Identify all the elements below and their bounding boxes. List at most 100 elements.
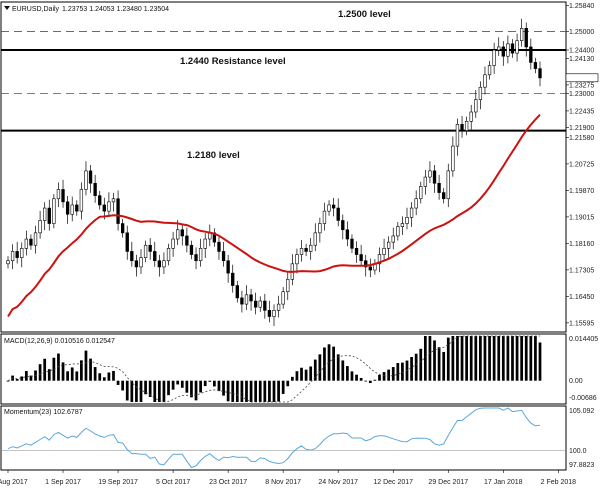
candle-body xyxy=(510,43,515,54)
macd-bar xyxy=(290,376,294,381)
candle-body xyxy=(529,46,533,63)
candle-body xyxy=(487,65,492,76)
candle-body xyxy=(148,244,152,252)
candle-body xyxy=(345,229,350,240)
candle-body xyxy=(244,294,249,305)
x-tick-label: 17 Jan 2018 xyxy=(484,479,523,486)
macd-y-tick: 0.00 xyxy=(569,378,583,385)
candle-body xyxy=(437,182,441,193)
macd-bar xyxy=(180,380,184,388)
candle-body xyxy=(38,220,42,234)
macd-bar xyxy=(511,336,514,381)
x-tick-label: 23 Oct 2017 xyxy=(209,479,247,486)
candle-body xyxy=(322,210,327,224)
macd-bar xyxy=(199,380,202,393)
dropdown-icon[interactable] xyxy=(4,6,10,10)
candle-body xyxy=(336,207,340,221)
candle-body xyxy=(111,198,116,203)
levels xyxy=(1,31,566,132)
momentum-title: Momentum(23) 102.6787 xyxy=(4,409,83,416)
candle-body xyxy=(15,251,19,258)
macd-bar xyxy=(497,336,501,381)
y-tick-label: 1.19015 xyxy=(569,214,594,221)
x-tick-label: 24 Nov 2017 xyxy=(318,479,358,486)
macd-bar xyxy=(194,380,198,401)
macd-bar xyxy=(373,379,377,381)
macd-bar xyxy=(213,380,216,387)
macd-bar xyxy=(336,354,340,381)
macd-bar xyxy=(382,372,386,381)
macd-bar xyxy=(157,380,161,402)
candle-body xyxy=(341,220,345,231)
y-tick-label: 1.19870 xyxy=(569,188,594,195)
candle-body xyxy=(153,251,157,262)
macd-bar xyxy=(483,336,487,381)
macd-bar xyxy=(222,380,225,396)
candle-body xyxy=(176,229,180,240)
macd-bar xyxy=(364,380,368,382)
main-panel-frame xyxy=(0,1,567,333)
candle-body xyxy=(318,223,322,234)
macd-bar xyxy=(61,362,65,381)
candle-body xyxy=(102,204,106,212)
macd-bar xyxy=(520,336,524,381)
candle-body xyxy=(116,198,120,224)
candle-body xyxy=(276,303,281,311)
macd-bar xyxy=(84,350,88,381)
macd-bar xyxy=(24,371,28,381)
axes: 1.258401.250001.244001.241301.235041.232… xyxy=(0,3,598,486)
frames xyxy=(0,1,567,471)
candle-body xyxy=(198,248,203,262)
macd-bar xyxy=(263,380,267,402)
candle-body xyxy=(519,28,524,42)
candle-body xyxy=(286,279,290,293)
candle-body xyxy=(24,238,29,249)
macd-bar xyxy=(387,369,391,381)
candle-body xyxy=(295,254,299,265)
y-tick-label: 1.25000 xyxy=(569,29,594,36)
candle-body xyxy=(368,266,372,271)
candle-body xyxy=(354,248,359,255)
candle-body xyxy=(483,74,487,88)
x-tick-label: 1 Sep 2017 xyxy=(45,479,81,486)
macd-bar xyxy=(29,375,33,381)
macd-bar xyxy=(506,336,510,381)
macd-bar xyxy=(235,380,239,402)
macd-bar xyxy=(66,371,69,381)
macd-bar xyxy=(80,360,83,381)
macd-bar xyxy=(258,380,262,402)
macd-bar xyxy=(359,377,363,381)
candle-body xyxy=(134,260,139,268)
x-tick-label: 19 Sep 2017 xyxy=(98,479,138,486)
candle-body xyxy=(524,28,528,48)
macd-bar xyxy=(20,376,24,381)
macd-bar xyxy=(102,377,106,381)
macd-panel: MACD(12,26,9) 0.010516 0.012547 xyxy=(4,335,542,403)
macd-bar xyxy=(469,336,473,381)
macd-bar xyxy=(538,342,542,381)
candle-body xyxy=(75,204,79,212)
candle-body xyxy=(377,254,382,265)
candle-body xyxy=(464,120,469,131)
macd-bar xyxy=(313,359,317,381)
macd-bar xyxy=(378,374,381,381)
candle-body xyxy=(469,111,473,122)
y-tick-label: 1.21580 xyxy=(569,135,594,142)
macd-bar xyxy=(272,380,276,402)
macd-bar xyxy=(323,347,326,381)
macd-bar xyxy=(341,360,345,381)
macd-bar xyxy=(368,380,372,384)
macd-bar xyxy=(460,336,464,381)
candle-body xyxy=(515,40,519,54)
macd-bar xyxy=(135,380,138,402)
y-tick-label: 1.24400 xyxy=(569,48,594,55)
candle-body xyxy=(84,170,88,190)
macd-bar xyxy=(121,380,125,391)
candle-body xyxy=(231,272,235,286)
candle-body xyxy=(249,294,253,302)
ma-line xyxy=(7,114,541,318)
macd-bar xyxy=(52,357,56,381)
candle-body xyxy=(442,192,446,200)
macd-bar xyxy=(281,380,285,394)
